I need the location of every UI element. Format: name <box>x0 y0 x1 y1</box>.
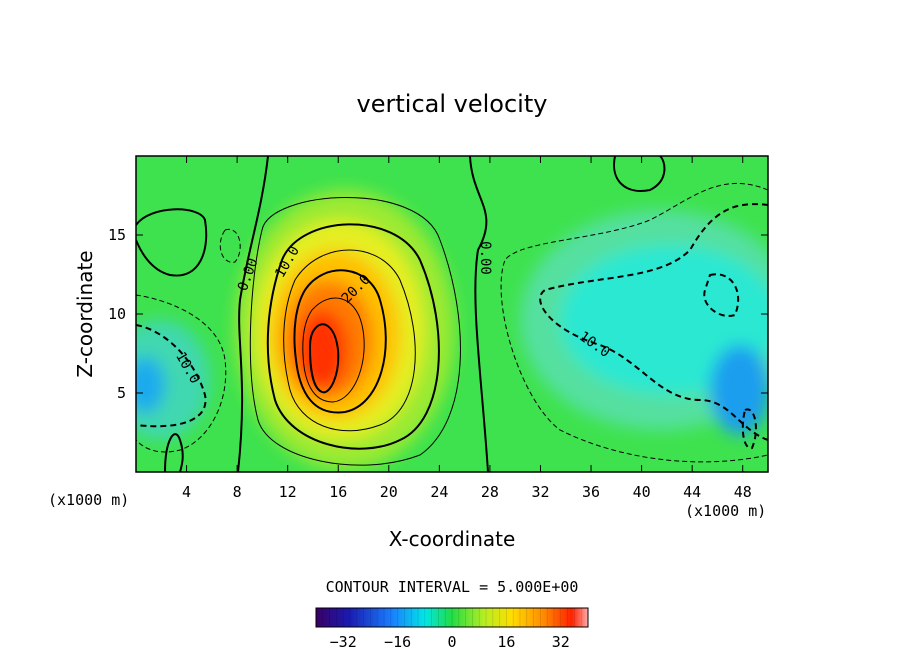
x-tick-label: 36 <box>582 483 600 501</box>
x-tick-label: 40 <box>633 483 651 501</box>
contour-25 <box>302 297 365 403</box>
x-tick-label: 16 <box>329 483 347 501</box>
field-shading <box>136 190 768 470</box>
contour-30 <box>308 323 340 394</box>
colorbar-tick-label: 16 <box>497 633 515 651</box>
contour-10 <box>266 223 440 450</box>
y-tick-label: 5 <box>117 384 126 402</box>
contour-neg5-right <box>500 182 768 463</box>
colorbar-bands <box>322 608 582 627</box>
colorbar-tick-label: 0 <box>447 633 456 651</box>
contour-top-right <box>613 156 666 192</box>
contour-top-left <box>136 208 208 277</box>
contour-15 <box>283 249 416 432</box>
x-tick-label: 4 <box>182 483 191 501</box>
x-ticks: 4 8 12 16 20 24 28 32 36 40 44 48 <box>182 156 752 501</box>
chart-title: vertical velocity <box>357 90 548 118</box>
x-tick-label: 24 <box>430 483 448 501</box>
contour-label: 0.00 <box>477 241 493 275</box>
y-tick-label: 10 <box>108 305 126 323</box>
colorbar-tick-label: −32 <box>330 633 357 651</box>
y-ticks: 5 10 15 <box>108 226 768 402</box>
colorbar-tick-label: 32 <box>552 633 570 651</box>
contour-20 <box>293 269 387 414</box>
contour-neg-left <box>136 294 227 453</box>
contour-lines <box>136 156 768 472</box>
x-tick-label: 32 <box>531 483 549 501</box>
cool-core-right <box>710 345 768 435</box>
x-tick-label: 44 <box>683 483 701 501</box>
cool-region-right-inner <box>560 245 768 395</box>
contour-neg10-right <box>539 203 768 441</box>
x-axis-label: X-coordinate <box>389 527 516 551</box>
y-tick-label: 15 <box>108 226 126 244</box>
y-axis-label: Z-coordinate <box>73 250 97 377</box>
contour-neg-blob-left <box>219 228 241 263</box>
x-tick-label: 8 <box>233 483 242 501</box>
plot-area <box>136 156 768 472</box>
x-tick-label: 28 <box>481 483 499 501</box>
contour-neg15-right <box>741 408 757 450</box>
x-tick-label: 12 <box>279 483 297 501</box>
cool-core-left <box>136 357 165 413</box>
x-tick-label: 48 <box>734 483 752 501</box>
colorbar-ticks: −32 −16 0 16 32 <box>330 633 570 651</box>
contour-5 <box>249 197 461 466</box>
colorbar-gradient <box>315 607 589 628</box>
x-unit-left: (x1000 m) <box>48 491 129 509</box>
colorbar-tick-label: −16 <box>384 633 411 651</box>
x-tick-label: 20 <box>380 483 398 501</box>
contour-bottom-left <box>164 433 184 472</box>
contour-interval-text: CONTOUR INTERVAL = 5.000E+00 <box>326 578 579 596</box>
colorbar: −32 −16 0 16 32 <box>315 607 589 651</box>
warm-region-5 <box>297 310 347 390</box>
contour-zero-mid <box>469 156 489 472</box>
cool-region-left <box>136 320 210 440</box>
contour-zero-left <box>237 156 269 472</box>
contour-neg10-left <box>136 324 207 428</box>
x-unit-right: (x1000 m) <box>685 502 766 520</box>
